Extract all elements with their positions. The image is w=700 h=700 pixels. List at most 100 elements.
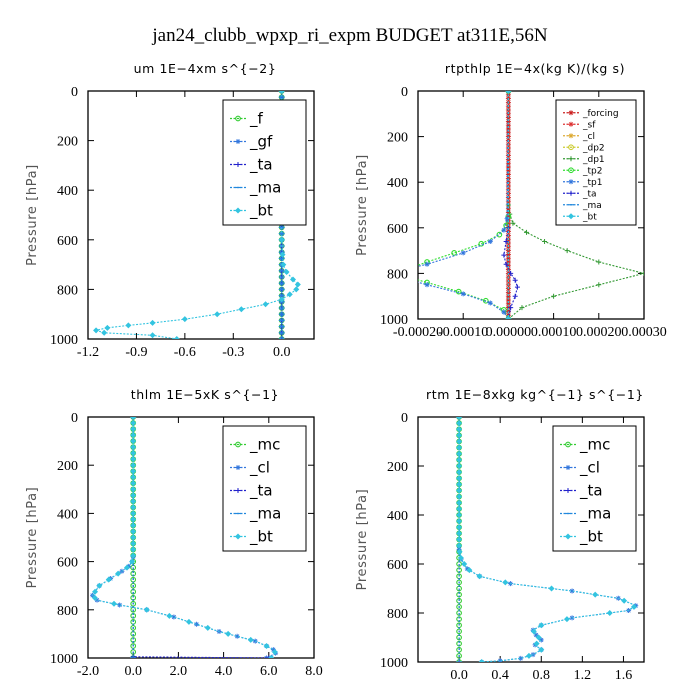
series-line-tp1 bbox=[418, 91, 509, 319]
x-tick-label: 0.0 bbox=[450, 668, 468, 683]
series-point-bt bbox=[130, 498, 137, 505]
series-point-bt bbox=[456, 426, 463, 433]
series-point-bt bbox=[130, 438, 137, 445]
series-point-bt bbox=[476, 573, 483, 580]
legend-marker bbox=[235, 465, 241, 470]
legend-entry: _ma bbox=[582, 201, 602, 211]
series-point-bt bbox=[104, 324, 111, 331]
legend-marker bbox=[568, 179, 574, 185]
series-point-bt bbox=[278, 296, 285, 303]
series-point-bt bbox=[294, 281, 301, 288]
series-point-bt bbox=[630, 603, 637, 610]
legend-entry: _bt bbox=[582, 212, 597, 222]
y-tick-label: 0 bbox=[401, 85, 408, 100]
series-point-cl bbox=[171, 614, 177, 620]
series-point-bt bbox=[456, 536, 463, 543]
legend-marker bbox=[568, 144, 574, 151]
legend-marker bbox=[565, 488, 571, 493]
series-point-forcing bbox=[505, 126, 511, 132]
series-point-bt bbox=[130, 522, 137, 529]
series-point-bt bbox=[130, 516, 137, 523]
y-tick-label: 800 bbox=[57, 283, 78, 298]
series-point-bt bbox=[225, 630, 232, 637]
series-point-forcing bbox=[505, 248, 511, 254]
series-point-bt bbox=[466, 567, 473, 574]
series-point-bt bbox=[130, 432, 137, 439]
series-point-bt bbox=[149, 319, 156, 326]
series-point-bt bbox=[456, 518, 463, 525]
plot-frame bbox=[417, 90, 645, 320]
x-tick-label: 1.6 bbox=[615, 668, 633, 683]
series-point-bt bbox=[280, 261, 287, 268]
series-point-ta bbox=[514, 284, 520, 290]
x-tick-label: 6.0 bbox=[260, 664, 278, 679]
y-tick-label: 1000 bbox=[50, 652, 78, 667]
x-tick-label: 0.00010 bbox=[531, 325, 577, 340]
series-point-mc bbox=[130, 625, 137, 631]
y-tick-label: 200 bbox=[57, 135, 78, 150]
series-point-bt bbox=[456, 475, 463, 482]
series-point-bt bbox=[456, 463, 463, 469]
series-point-tp2 bbox=[482, 297, 489, 304]
series-point-dp1 bbox=[542, 238, 548, 244]
series-point-bt bbox=[293, 286, 300, 293]
series-point-bt bbox=[456, 481, 463, 488]
series-point-cl bbox=[497, 658, 503, 662]
y-tick-label: 1000 bbox=[50, 333, 78, 348]
y-tick-label: 200 bbox=[387, 460, 408, 475]
series-point-bt bbox=[91, 594, 98, 601]
series-point-bt bbox=[505, 91, 512, 94]
series-point-tp1 bbox=[460, 291, 466, 297]
series-point-tp2 bbox=[496, 231, 503, 238]
legend: _mc _cl _ta _ma _bt bbox=[222, 425, 307, 552]
series-point-tp1 bbox=[487, 300, 493, 306]
series-point-bt bbox=[278, 236, 285, 243]
legend-entry: _dp2 bbox=[582, 143, 605, 153]
series-line-bt bbox=[93, 91, 299, 339]
legend-entry: _f bbox=[249, 110, 264, 129]
y-tick-label: 1000 bbox=[380, 313, 408, 328]
series-point-bt bbox=[456, 493, 463, 500]
series-point-mc bbox=[456, 579, 462, 586]
series-point-dp1 bbox=[510, 220, 516, 226]
series-point-dp1 bbox=[564, 248, 570, 254]
legend-entry: _ta bbox=[579, 482, 603, 501]
series-point-bt bbox=[130, 486, 137, 493]
panel-title: thlm 1E−5xK s^{−1} bbox=[131, 387, 279, 402]
series-point-bt bbox=[185, 618, 192, 625]
series-point-bt bbox=[278, 91, 285, 94]
series-point-bt bbox=[268, 655, 275, 658]
x-tick-label: 0.00020 bbox=[576, 325, 622, 340]
y-tick-label: 600 bbox=[57, 234, 78, 249]
series-point-tp1 bbox=[460, 250, 466, 256]
series-point-bt bbox=[456, 420, 463, 427]
y-tick-label: 800 bbox=[387, 607, 408, 622]
x-tick-label: -0.00020 bbox=[393, 325, 443, 340]
series-point-bt bbox=[456, 456, 463, 463]
y-tick-label: 0 bbox=[71, 85, 78, 100]
series-point-forcing bbox=[505, 293, 511, 299]
legend-entry: _cl bbox=[249, 459, 270, 478]
series-point-bt bbox=[130, 426, 137, 433]
y-tick-label: 0 bbox=[401, 411, 408, 426]
series-point-bt bbox=[563, 616, 570, 623]
series-point-bt bbox=[456, 524, 463, 531]
series-point-bt bbox=[290, 276, 297, 283]
series-point-bt bbox=[130, 540, 137, 547]
series-point-bt bbox=[130, 546, 137, 553]
series-point-bt bbox=[456, 450, 463, 457]
legend-entry: _mc bbox=[579, 436, 610, 455]
plot-frame bbox=[417, 416, 645, 663]
legend-marker bbox=[568, 190, 574, 196]
series-point-bt bbox=[283, 269, 290, 276]
series-point-cl bbox=[518, 655, 524, 661]
series-point-bt bbox=[130, 474, 137, 481]
plot-frame bbox=[87, 416, 315, 659]
series-point-bt bbox=[123, 564, 130, 571]
y-tick-label: 800 bbox=[57, 604, 78, 619]
series-point-bt bbox=[456, 438, 463, 445]
series-point-bt bbox=[592, 591, 599, 598]
panel-title: rtm 1E−8xkg kg^{−1} s^{−1} bbox=[426, 387, 644, 402]
series-point-bt bbox=[130, 534, 137, 541]
chart-panel-1: um 1E−4xm s^{−2} Pressure [hPa] 0 200 400 600… bbox=[25, 61, 315, 360]
